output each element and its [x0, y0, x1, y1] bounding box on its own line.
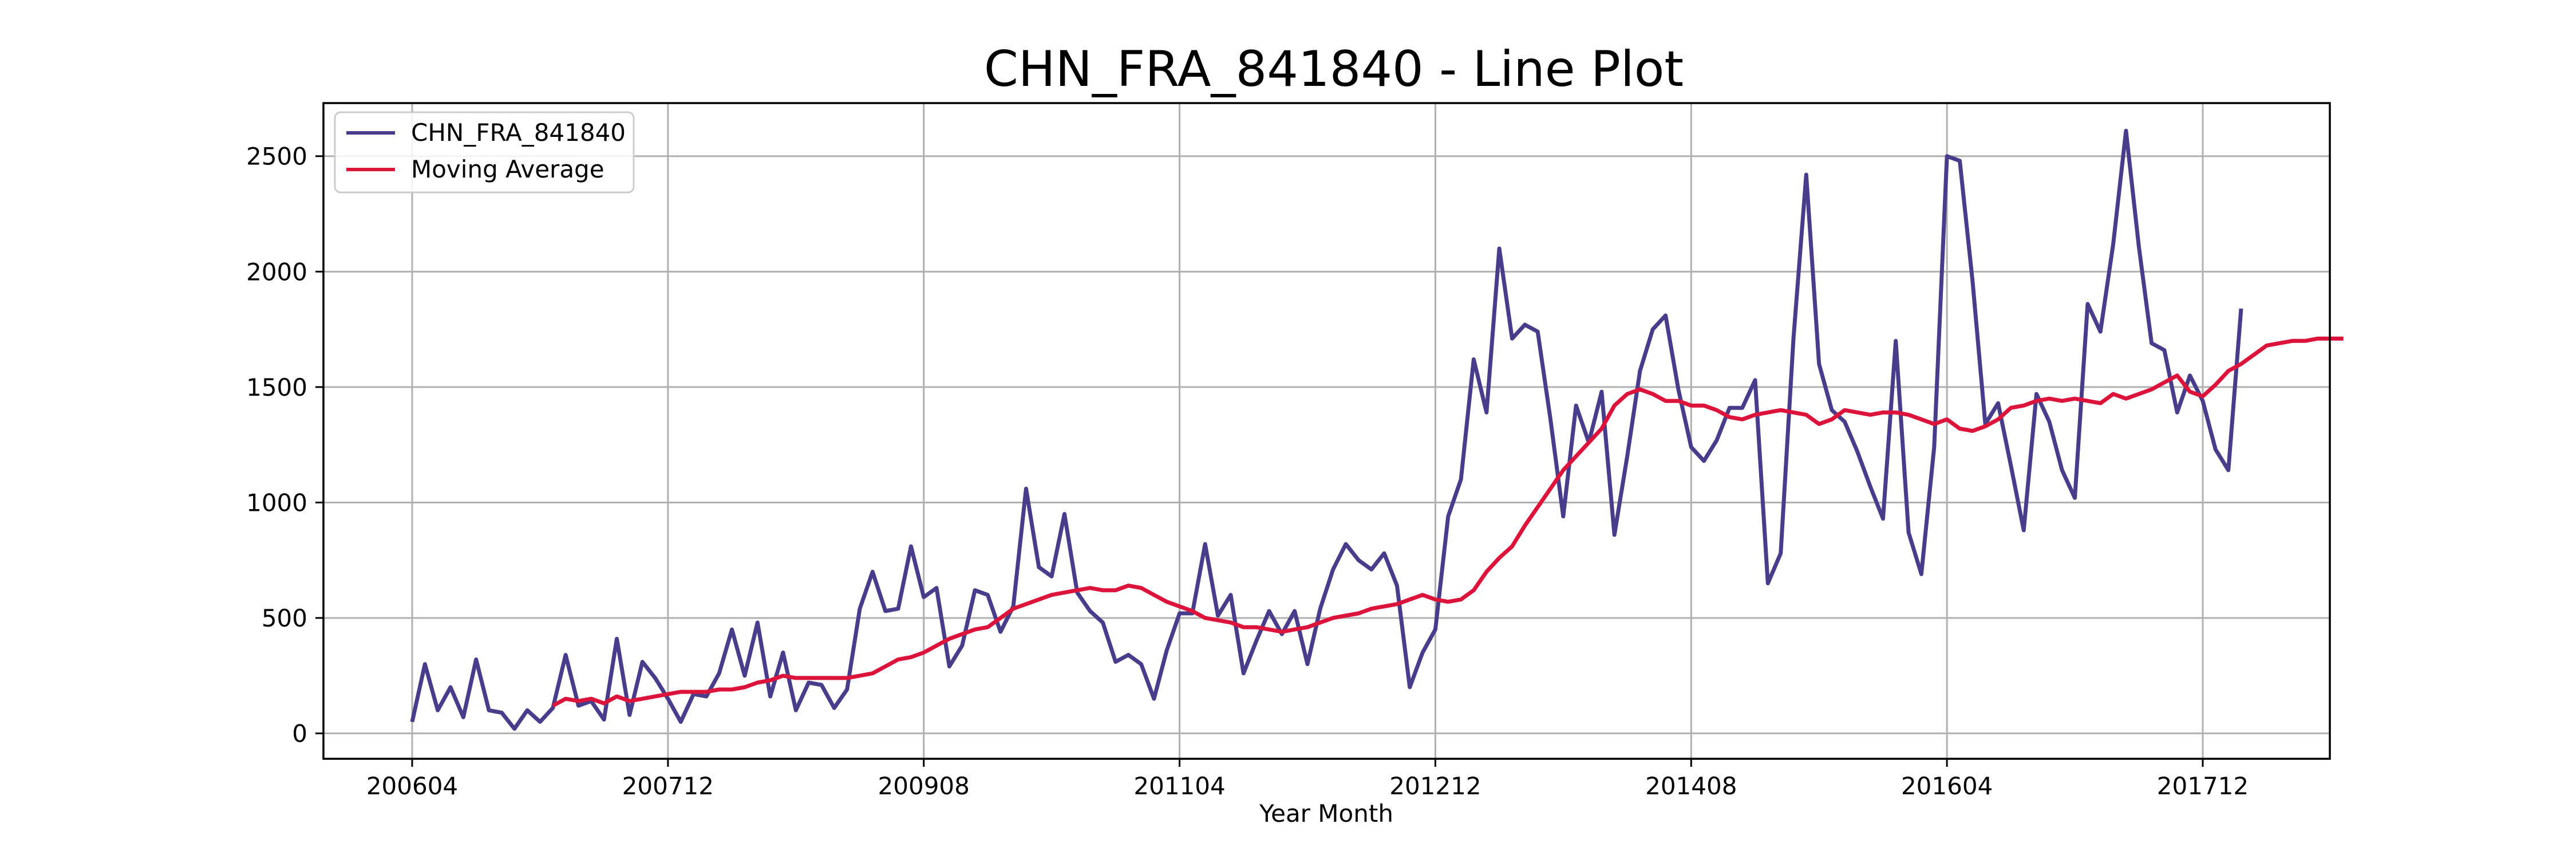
grid-layer	[323, 103, 2330, 759]
series-layer	[410, 128, 2344, 731]
x-axis-label: Year Month	[1259, 799, 1393, 828]
y-tick-label: 500	[262, 604, 307, 632]
y-tick-label: 2500	[246, 143, 307, 171]
legend: CHN_FRA_841840 Moving Average	[334, 111, 635, 194]
x-tick-label: 201104	[1133, 772, 1225, 800]
chart-title: CHN_FRA_841840 - Line Plot	[984, 41, 1684, 98]
x-tick-label: 201604	[1901, 772, 1993, 800]
x-tick-label: 200908	[878, 772, 970, 800]
x-tick-label: 201212	[1389, 772, 1481, 800]
legend-box	[334, 111, 635, 194]
y-tick-label: 0	[292, 720, 307, 748]
x-tick-label: 200604	[366, 772, 458, 800]
x-tick-label: 201408	[1645, 772, 1737, 800]
legend-label-series-1: Moving Average	[411, 155, 605, 183]
plot-frame	[322, 102, 2331, 760]
x-tick-label: 201712	[2157, 772, 2249, 800]
x-tick-label: 200712	[622, 772, 714, 800]
series-line-1	[552, 336, 2344, 708]
y-tick-label: 1000	[246, 488, 307, 517]
tick-layer: 0 500 1000 1500 2000 2500 200604 200712 200908 20…	[246, 143, 2249, 800]
legend-label-series-0: CHN_FRA_841840	[411, 119, 626, 147]
series-line-0	[410, 128, 2243, 731]
y-tick-label: 1500	[246, 373, 307, 401]
y-tick-label: 2000	[246, 258, 307, 286]
